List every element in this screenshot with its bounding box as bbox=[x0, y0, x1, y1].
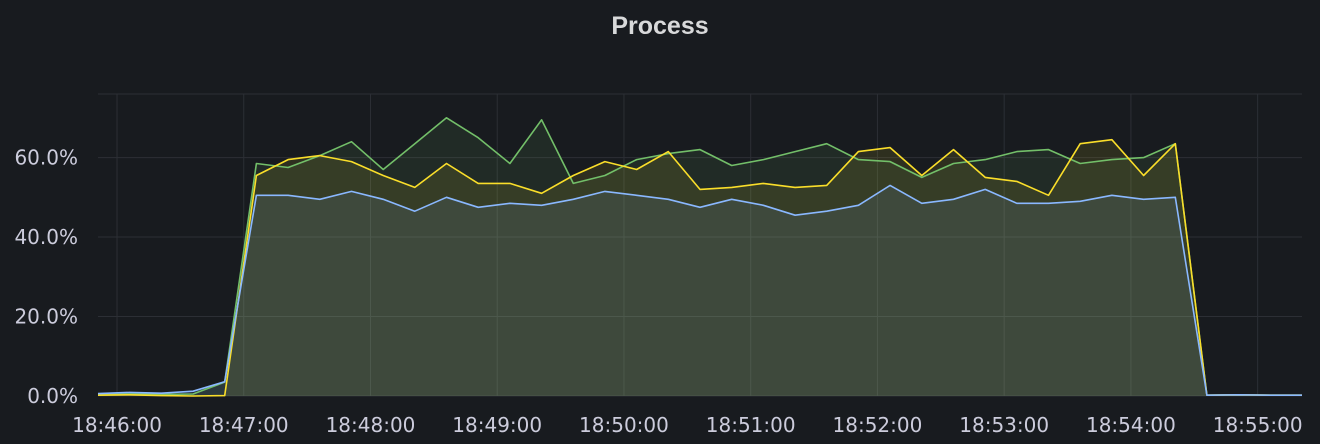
x-tick-label: 18:55:00 bbox=[1213, 413, 1303, 437]
x-tick-label: 18:50:00 bbox=[579, 413, 669, 437]
y-axis-ticks: 0.0% 20.0% 40.0% 60.0% bbox=[14, 146, 78, 408]
y-tick-label: 20.0% bbox=[14, 305, 78, 329]
x-tick-label: 18:48:00 bbox=[326, 413, 416, 437]
x-axis-ticks: 18:46:00 18:47:00 18:48:00 18:49:00 18:50:00… bbox=[72, 413, 1302, 437]
x-tick-label: 18:53:00 bbox=[959, 413, 1049, 437]
y-tick-label: 60.0% bbox=[14, 146, 78, 170]
series-area-2 bbox=[98, 185, 1302, 396]
x-tick-label: 18:52:00 bbox=[833, 413, 923, 437]
x-tick-label: 18:49:00 bbox=[452, 413, 542, 437]
panel-title: Process bbox=[611, 12, 709, 40]
y-tick-label: 0.0% bbox=[27, 384, 78, 408]
x-tick-label: 18:51:00 bbox=[706, 413, 796, 437]
x-tick-label: 18:47:00 bbox=[199, 413, 289, 437]
series-fills bbox=[98, 117, 1302, 397]
series-area-0 bbox=[98, 117, 1302, 397]
x-tick-label: 18:54:00 bbox=[1086, 413, 1176, 437]
x-tick-label: 18:46:00 bbox=[72, 413, 162, 437]
grid bbox=[98, 93, 1302, 397]
series-area-1 bbox=[98, 139, 1302, 396]
y-tick-label: 40.0% bbox=[14, 225, 78, 249]
series-lines bbox=[97, 117, 1303, 397]
